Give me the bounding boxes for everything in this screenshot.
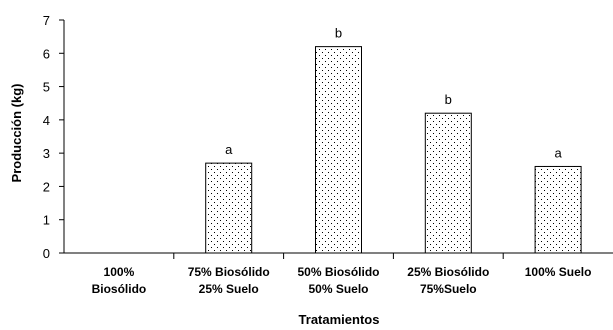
bar-labels-group: a b b a (225, 26, 562, 161)
x-category-label: 75% Biosólido 25% Suelo (188, 265, 270, 296)
x-category-label: 100% Biosólido (92, 265, 147, 296)
bar-significance-label: b (445, 92, 452, 107)
y-tick-label: 0 (43, 246, 50, 261)
x-category-label: 50% Biosólido 50% Suelo (297, 265, 379, 296)
bar (315, 46, 362, 254)
bars-group (205, 46, 582, 254)
x-category-label: 100% Suelo (525, 265, 592, 279)
bar (424, 112, 472, 254)
y-tick-label: 6 (43, 46, 50, 61)
x-axis-title: Tratamientos (299, 312, 380, 327)
bar (205, 162, 253, 254)
bar-significance-label: b (335, 26, 342, 41)
y-tick-label: 3 (43, 146, 50, 161)
y-tick-label: 4 (43, 113, 50, 128)
x-categories-group: 100% Biosólido 75% Biosólido 25% Suelo 50% B… (92, 265, 592, 296)
y-axis-title: Producción (kg) (9, 84, 24, 183)
bar (534, 165, 582, 254)
bar-significance-label: a (554, 145, 562, 160)
y-tick-label: 1 (43, 213, 50, 228)
y-tick-label: 2 (43, 179, 50, 194)
y-tick-label: 5 (43, 80, 50, 95)
bar-significance-label: a (225, 142, 233, 157)
axes-group (63, 20, 613, 259)
x-category-label: 25% Biosólido 75%Suelo (407, 265, 489, 296)
y-tick-label: 7 (43, 13, 50, 28)
y-ticks-group: 0 1 2 3 4 5 6 7 (43, 13, 64, 261)
